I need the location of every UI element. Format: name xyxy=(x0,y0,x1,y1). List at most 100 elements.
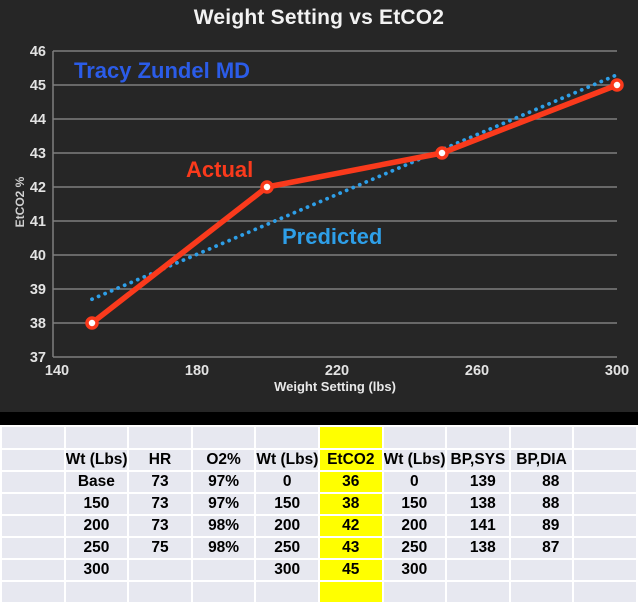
y-axis-label: EtCO2 % xyxy=(13,176,27,228)
table-cell xyxy=(0,425,66,450)
table-cell: 141 xyxy=(445,514,511,538)
author-annotation: Tracy Zundel MD xyxy=(74,58,251,83)
table-cell: 97% xyxy=(190,470,257,494)
table-cell: 250 xyxy=(254,536,320,560)
table-cell: 42 xyxy=(317,514,384,538)
table-row: 150 73 97% 150 38 150 138 88 xyxy=(0,492,638,516)
table-cell: 0 xyxy=(381,470,448,494)
table-cell xyxy=(0,580,66,602)
table-cell: 250 xyxy=(63,536,130,560)
table-cell xyxy=(0,558,66,582)
chart-title: Weight Setting vs EtCO2 xyxy=(193,6,445,29)
y-tick-label: 40 xyxy=(30,248,46,264)
table-cell xyxy=(381,425,448,450)
table-cell xyxy=(190,425,257,450)
table-cell: 98% xyxy=(190,514,257,538)
table-cell xyxy=(0,514,66,538)
table-cell: 150 xyxy=(254,492,320,516)
table-cell: 73 xyxy=(127,470,193,494)
table-cell: 73 xyxy=(127,514,193,538)
table-cell xyxy=(254,425,320,450)
table-spacer-row xyxy=(0,425,638,450)
table-header-cell: Wt (Lbs) xyxy=(254,448,320,472)
table-cell xyxy=(190,558,257,582)
data-point-marker xyxy=(260,180,274,194)
table-cell xyxy=(63,580,130,602)
table-cell: 200 xyxy=(381,514,448,538)
table-cell: 75 xyxy=(127,536,193,560)
predicted-series-line xyxy=(90,72,619,302)
actual-series-label: Actual xyxy=(186,157,254,182)
table-cell xyxy=(190,580,257,602)
table-cell xyxy=(63,425,130,450)
line-chart: Weight Setting vs EtCO2 37 38 39 40 41 42 43 44… xyxy=(0,0,638,412)
y-tick-label: 45 xyxy=(30,78,46,94)
table-cell xyxy=(0,536,66,560)
y-tick-label: 43 xyxy=(30,146,46,162)
table-cell: 200 xyxy=(63,514,130,538)
table-cell xyxy=(127,580,193,602)
table-cell: Base xyxy=(63,470,130,494)
table-cell xyxy=(572,536,638,560)
table-cell xyxy=(317,580,384,602)
table-cell: 300 xyxy=(63,558,130,582)
table-cell xyxy=(572,425,638,450)
table-cell xyxy=(508,425,575,450)
divider-bar xyxy=(0,412,638,425)
table-cell: 88 xyxy=(508,470,575,494)
table-cell xyxy=(445,558,511,582)
table-header-cell: Wt (Lbs) xyxy=(63,448,130,472)
table-cell: 88 xyxy=(508,492,575,516)
table-cell xyxy=(572,514,638,538)
table-cell xyxy=(508,580,575,602)
table-header-cell: BP,SYS xyxy=(445,448,511,472)
x-tick-label: 300 xyxy=(605,363,629,379)
table-row: 300 300 45 300 xyxy=(0,558,638,582)
chart-plot: 37 38 39 40 41 42 43 44 45 46 140 180 220 260 300 xyxy=(30,44,629,379)
table-cell xyxy=(445,425,511,450)
table-cell: 45 xyxy=(317,558,384,582)
y-tick-label: 42 xyxy=(30,180,46,196)
table-cell: 139 xyxy=(445,470,511,494)
table-cell: 97% xyxy=(190,492,257,516)
table-header-cell: O2% xyxy=(190,448,257,472)
data-point-marker xyxy=(85,316,99,330)
vitals-table: Wt (Lbs) HR O2% Wt (Lbs) EtCO2 Wt (Lbs) BP,SYS… xyxy=(0,425,638,602)
table-header-cell: Wt (Lbs) xyxy=(381,448,448,472)
table-cell xyxy=(381,580,448,602)
table-cell xyxy=(572,580,638,602)
table-header-cell: HR xyxy=(127,448,193,472)
table-cell: 250 xyxy=(381,536,448,560)
table-cell xyxy=(508,558,575,582)
table-cell xyxy=(445,580,511,602)
data-point-marker xyxy=(435,146,449,160)
table-cell xyxy=(254,580,320,602)
table-cell xyxy=(127,425,193,450)
x-tick-label: 220 xyxy=(325,363,349,379)
table-cell xyxy=(572,558,638,582)
table-cell: 150 xyxy=(63,492,130,516)
table-cell: 73 xyxy=(127,492,193,516)
table-header-row: Wt (Lbs) HR O2% Wt (Lbs) EtCO2 Wt (Lbs) BP,SYS… xyxy=(0,448,638,472)
y-tick-label: 46 xyxy=(30,44,46,60)
table-cell: 300 xyxy=(254,558,320,582)
table-cell: 43 xyxy=(317,536,384,560)
y-tick-label: 44 xyxy=(30,112,46,128)
data-point-marker xyxy=(610,78,624,92)
y-tick-label: 37 xyxy=(30,350,46,366)
table-cell: 138 xyxy=(445,492,511,516)
table-row: Base 73 97% 0 36 0 139 88 xyxy=(0,470,638,494)
y-tick-label: 41 xyxy=(30,214,46,230)
table-cell xyxy=(572,470,638,494)
table-header-cell xyxy=(0,448,66,472)
predicted-series-label: Predicted xyxy=(282,224,383,249)
table-cell xyxy=(0,492,66,516)
table-row: 250 75 98% 250 43 250 138 87 xyxy=(0,536,638,560)
table-cell: 98% xyxy=(190,536,257,560)
table-header-cell: EtCO2 xyxy=(317,448,384,472)
y-tick-label: 39 xyxy=(30,282,46,298)
x-tick-label: 180 xyxy=(185,363,209,379)
x-axis-label: Weight Setting (lbs) xyxy=(274,379,396,394)
table-cell: 89 xyxy=(508,514,575,538)
